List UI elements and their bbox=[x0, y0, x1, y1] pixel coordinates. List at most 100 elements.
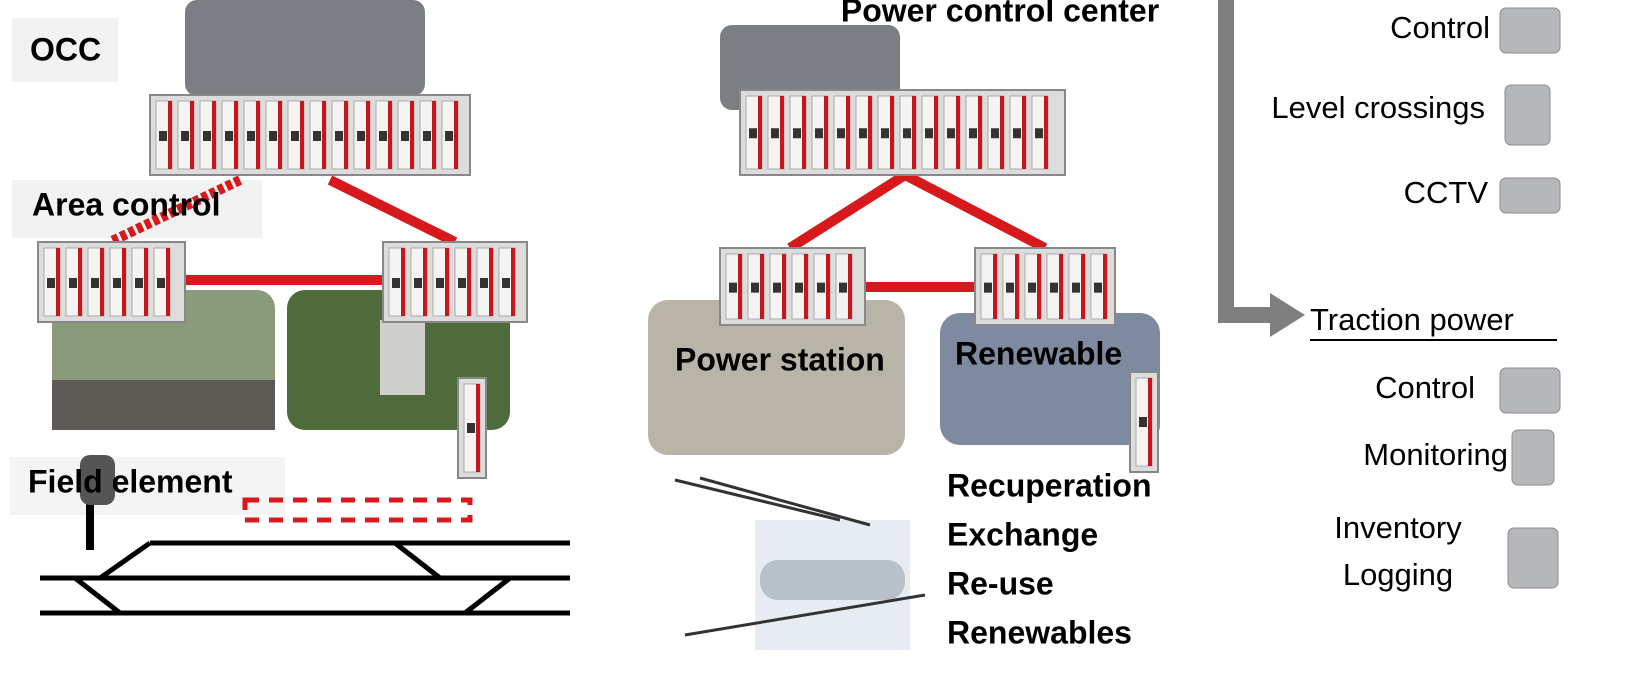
renewable-label: Renewable bbox=[955, 335, 1122, 371]
rack-stripe bbox=[802, 96, 806, 169]
track bbox=[100, 543, 150, 578]
rack-stripe bbox=[122, 248, 126, 316]
rack-port bbox=[1006, 283, 1014, 293]
rack-stripe bbox=[848, 254, 852, 319]
rack-stripe bbox=[166, 248, 170, 316]
item: Control bbox=[1375, 370, 1475, 405]
rack-port bbox=[467, 423, 475, 433]
device-icon bbox=[1512, 430, 1554, 485]
track bbox=[395, 543, 440, 578]
rack-stripe bbox=[454, 101, 458, 169]
rack-port bbox=[203, 131, 211, 141]
rack-port bbox=[837, 128, 845, 138]
rack-port bbox=[69, 278, 77, 288]
rack-port bbox=[793, 128, 801, 138]
rack-port bbox=[1139, 417, 1147, 427]
rack-stripe bbox=[190, 101, 194, 169]
rack-port bbox=[729, 283, 737, 293]
rack-port bbox=[817, 283, 825, 293]
rack-port bbox=[291, 131, 299, 141]
rack-port bbox=[159, 131, 167, 141]
rack-stripe bbox=[824, 96, 828, 169]
rack-stripe bbox=[344, 101, 348, 169]
rack-port bbox=[401, 131, 409, 141]
rack-port bbox=[157, 278, 165, 288]
rack-port bbox=[1028, 283, 1036, 293]
benefit: Exchange bbox=[947, 516, 1098, 552]
rack-port bbox=[925, 128, 933, 138]
rack-port bbox=[1035, 128, 1043, 138]
track bbox=[75, 578, 120, 613]
link bbox=[905, 175, 1045, 248]
rack-port bbox=[1072, 283, 1080, 293]
rack-stripe bbox=[1081, 254, 1085, 319]
item: CCTV bbox=[1404, 175, 1489, 210]
rack-port bbox=[357, 131, 365, 141]
rack-port bbox=[113, 278, 121, 288]
rack-port bbox=[773, 283, 781, 293]
rack-stripe bbox=[144, 248, 148, 316]
item: Inventory bbox=[1334, 510, 1462, 545]
rack-stripe bbox=[234, 101, 238, 169]
rack-port bbox=[480, 278, 488, 288]
rack-port bbox=[881, 128, 889, 138]
rack-port bbox=[771, 128, 779, 138]
track bbox=[465, 578, 510, 613]
rack-stripe bbox=[78, 248, 82, 316]
rack-port bbox=[135, 278, 143, 288]
rack-stripe bbox=[978, 96, 982, 169]
arrow-head bbox=[1270, 293, 1305, 337]
rack-stripe bbox=[212, 101, 216, 169]
rack-port bbox=[181, 131, 189, 141]
rack-port bbox=[839, 283, 847, 293]
rack-stripe bbox=[804, 254, 808, 319]
rack-port bbox=[795, 283, 803, 293]
item: Control bbox=[1390, 10, 1490, 45]
rack-stripe bbox=[782, 254, 786, 319]
rack-port bbox=[969, 128, 977, 138]
rack-stripe bbox=[956, 96, 960, 169]
rack-port bbox=[1094, 283, 1102, 293]
rack-port bbox=[423, 131, 431, 141]
benefit: Recuperation bbox=[947, 467, 1151, 503]
rack-port bbox=[392, 278, 400, 288]
rack-stripe bbox=[410, 101, 414, 169]
power-station-label: Power station bbox=[675, 341, 885, 377]
rack-stripe bbox=[100, 248, 104, 316]
rack-stripe bbox=[1022, 96, 1026, 169]
rack-stripe bbox=[423, 248, 427, 316]
rack-port bbox=[47, 278, 55, 288]
benefit: Re-use bbox=[947, 565, 1054, 601]
rack-stripe bbox=[56, 248, 60, 316]
rack-port bbox=[269, 131, 277, 141]
device-icon bbox=[1508, 528, 1558, 588]
rack-stripe bbox=[445, 248, 449, 316]
rack-port bbox=[751, 283, 759, 293]
rack-port bbox=[984, 283, 992, 293]
device-icon bbox=[1500, 178, 1560, 213]
rack-port bbox=[815, 128, 823, 138]
rack-stripe bbox=[256, 101, 260, 169]
rack-stripe bbox=[846, 96, 850, 169]
wire bbox=[700, 478, 870, 525]
rack-port bbox=[247, 131, 255, 141]
rack-port bbox=[335, 131, 343, 141]
rack-port bbox=[445, 131, 453, 141]
rack-stripe bbox=[993, 254, 997, 319]
rack-port bbox=[414, 278, 422, 288]
rack-stripe bbox=[476, 384, 480, 472]
item: Monitoring bbox=[1363, 437, 1508, 472]
rack-stripe bbox=[890, 96, 894, 169]
train bbox=[760, 560, 905, 600]
rack-stripe bbox=[300, 101, 304, 169]
item: Logging bbox=[1343, 557, 1453, 592]
rack-stripe bbox=[1000, 96, 1004, 169]
rack-port bbox=[313, 131, 321, 141]
device-icon bbox=[1500, 368, 1560, 413]
rack-stripe bbox=[1015, 254, 1019, 319]
area-control-label: Area control bbox=[32, 186, 220, 222]
rack-stripe bbox=[432, 101, 436, 169]
rack-stripe bbox=[467, 248, 471, 316]
cabinet bbox=[380, 320, 425, 395]
power-control-title: Power control center bbox=[841, 0, 1159, 28]
